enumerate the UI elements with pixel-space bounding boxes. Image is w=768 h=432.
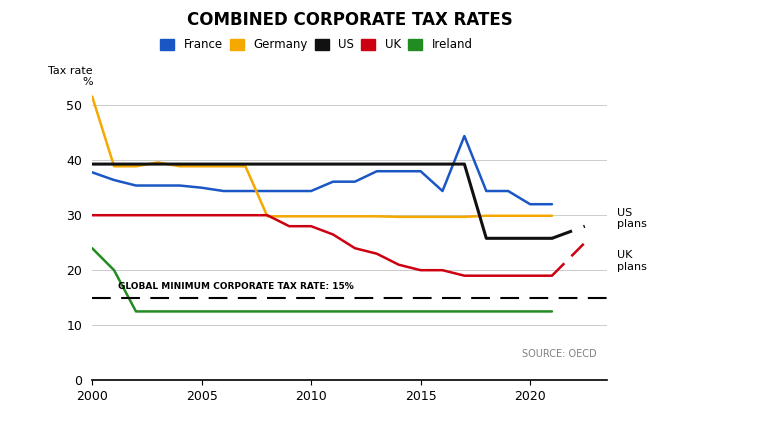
Legend: France, Germany, US, UK, Ireland: France, Germany, US, UK, Ireland: [160, 38, 472, 51]
Text: COMBINED CORPORATE TAX RATES: COMBINED CORPORATE TAX RATES: [187, 11, 512, 29]
Text: US
plans: US plans: [617, 208, 647, 229]
Text: UK
plans: UK plans: [617, 250, 647, 272]
Text: Tax rate
%: Tax rate %: [48, 66, 93, 87]
Text: GLOBAL MINIMUM CORPORATE TAX RATE: 15%: GLOBAL MINIMUM CORPORATE TAX RATE: 15%: [118, 282, 354, 291]
Text: SOURCE: OECD: SOURCE: OECD: [521, 349, 597, 359]
